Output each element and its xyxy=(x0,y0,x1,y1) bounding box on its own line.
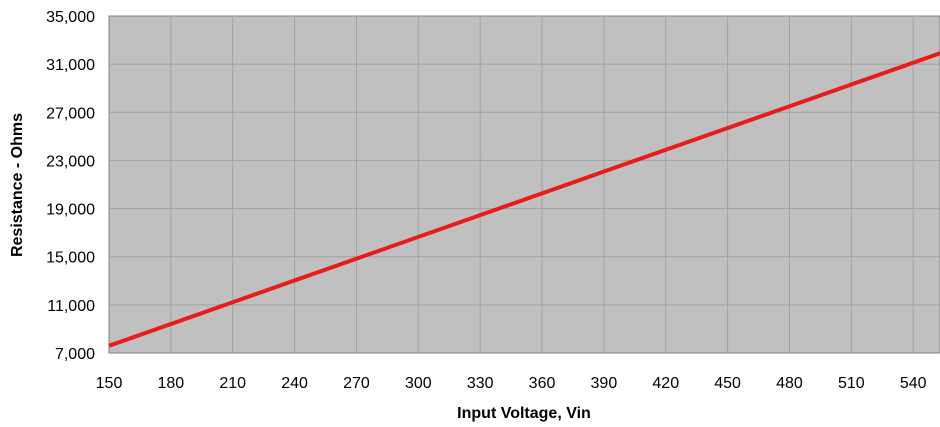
series-line xyxy=(108,51,940,348)
x-tick-label: 480 xyxy=(776,375,803,392)
y-tick-label: 7,000 xyxy=(55,346,95,363)
x-axis-title: Input Voltage, Vin xyxy=(457,405,591,422)
x-tick-label: 390 xyxy=(591,375,618,392)
y-axis-title: Resistance - Ohms xyxy=(9,113,26,257)
x-tick-label: 180 xyxy=(158,375,185,392)
y-tick-label: 35,000 xyxy=(46,9,95,26)
x-tick-label: 540 xyxy=(900,375,927,392)
x-tick-label: 210 xyxy=(219,375,246,392)
y-tick-label: 23,000 xyxy=(46,153,95,170)
x-tick-label: 510 xyxy=(838,375,865,392)
x-tick-label: 330 xyxy=(467,375,494,392)
x-tick-label: 300 xyxy=(405,375,432,392)
series-layer xyxy=(108,51,940,348)
y-tick-label: 11,000 xyxy=(47,298,95,315)
y-tick-label: 19,000 xyxy=(46,202,95,219)
x-tick-label: 360 xyxy=(529,375,556,392)
x-tick-label: 150 xyxy=(96,375,123,392)
x-axis-ticks: 150 180 210 240 270 300 330 360 390 420 450 480 510 5… xyxy=(96,375,927,392)
x-tick-label: 240 xyxy=(281,375,308,392)
y-tick-label: 15,000 xyxy=(46,250,95,267)
grid-lines xyxy=(109,16,940,353)
x-tick-label: 270 xyxy=(343,375,370,392)
y-tick-label: 27,000 xyxy=(46,105,95,122)
y-tick-label: 31,000 xyxy=(46,57,95,74)
x-tick-label: 420 xyxy=(652,375,679,392)
x-tick-label: 450 xyxy=(714,375,741,392)
y-axis-ticks: 7,000 11,000 15,000 19,000 23,000 27,000 31,00… xyxy=(46,9,95,363)
